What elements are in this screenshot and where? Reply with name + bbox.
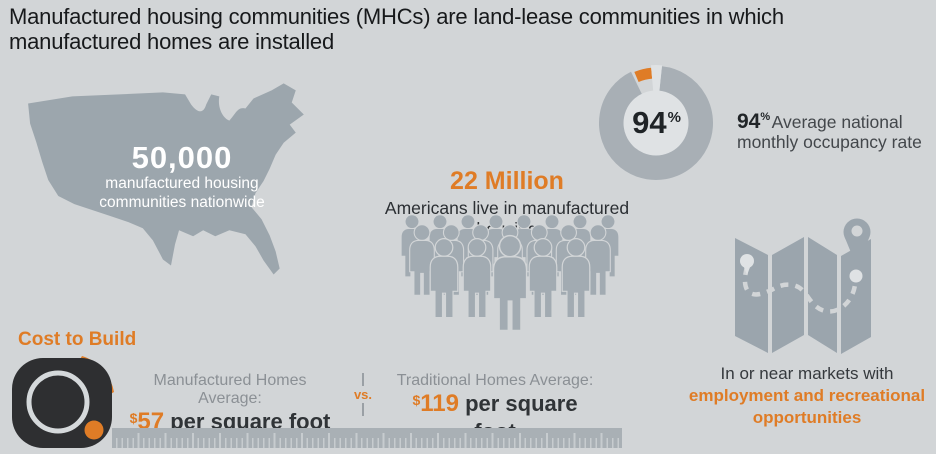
vs-label: vs. [353, 387, 373, 402]
markets-caption: In or near markets with employment and r… [688, 363, 926, 429]
headline-line2: manufactured homes are installed [9, 29, 335, 54]
headline: Manufactured housing communities (MHCs) … [9, 4, 914, 54]
occupancy-donut-chart [599, 65, 713, 180]
markets-line1: In or near markets with [720, 364, 894, 383]
tape-measure-icon [12, 356, 114, 448]
occupancy-caption: 94% Average national monthly occupancy r… [737, 108, 932, 152]
markets-line2: employment and recreational [688, 386, 926, 405]
cost-to-build-title: Cost to Build [18, 329, 137, 350]
communities-stat: 50,000 manufactured housing communities … [42, 142, 322, 212]
headline-line1: Manufactured housing communities (MHCs) … [9, 4, 784, 29]
percent-sign: % [667, 108, 681, 126]
tape-ring [26, 370, 90, 434]
ruler-icon [112, 428, 622, 448]
communities-label-line1: manufactured housing [105, 175, 259, 192]
occupancy-caption-line1: 94% Average national [737, 109, 903, 133]
us-map-icon [28, 83, 304, 275]
population-value: 22 Million [450, 167, 564, 195]
route-dashed-line [742, 266, 858, 314]
occupancy-donut-value: 94% [596, 63, 716, 183]
crowd-icon [400, 214, 620, 332]
communities-value: 50,000 [131, 140, 233, 175]
occupancy-caption-line2: monthly occupancy rate [737, 131, 922, 152]
vs-dash-top [362, 373, 364, 386]
markets-line3: opportunities [752, 408, 862, 427]
dollar-sign: $ [412, 392, 421, 408]
manufactured-cost-label: Manufactured Homes Average: [153, 372, 307, 407]
communities-label-line2: communities nationwide [99, 194, 265, 211]
donut-vacant-segment [634, 67, 653, 83]
vs-divider: vs. [351, 373, 375, 416]
destination-pin-icon [843, 218, 871, 283]
donut-occupied-segment [599, 66, 713, 180]
donut-hole [623, 90, 689, 156]
folded-map-icon [735, 218, 871, 354]
traditional-cost-label: Traditional Homes Average: [396, 372, 594, 389]
occupancy-value: 94 [632, 105, 667, 140]
us-map-stat-block: 50,000 manufactured housing communities … [12, 80, 334, 298]
tape-button [84, 420, 104, 440]
dollar-sign: $ [129, 410, 138, 426]
route-start-marker [740, 254, 754, 275]
vs-dash-bottom [362, 403, 364, 416]
